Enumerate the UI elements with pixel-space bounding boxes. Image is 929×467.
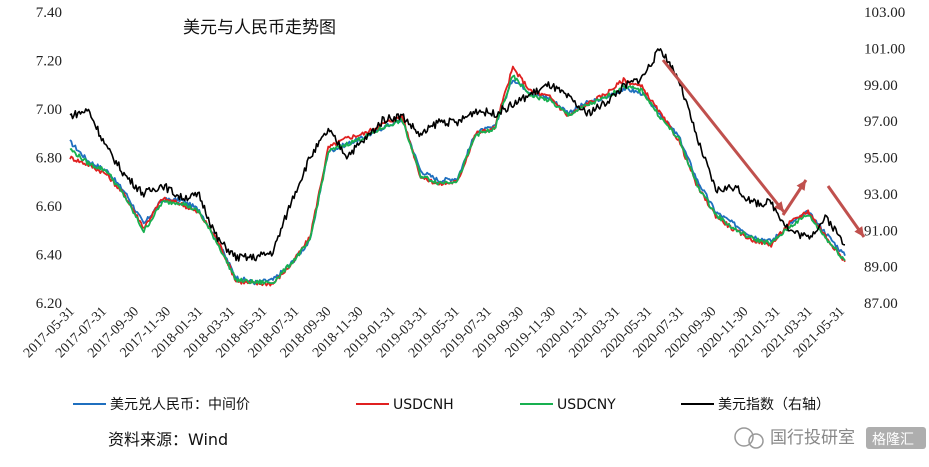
watermark-badge xyxy=(866,427,926,449)
legend-label: USDCNY xyxy=(557,397,616,413)
watermark-badge-text: 格隆汇 xyxy=(872,432,914,448)
wechat-icon xyxy=(734,427,754,447)
y-right-tick-label: 95.00 xyxy=(864,151,898,167)
legend-label: USDCNH xyxy=(393,397,454,413)
series-line xyxy=(69,48,846,262)
y-left-tick-label: 7.40 xyxy=(36,5,62,21)
trend-arrow-head xyxy=(796,180,806,191)
legend-label: 美元兑人民币：中间价 xyxy=(110,397,250,413)
y-axis-right-ticks: 87.00 89.00 91.00 93.00 95.00 97.00 99.00 101.0… xyxy=(864,5,905,312)
y-right-tick-label: 87.00 xyxy=(864,296,898,312)
trend-arrow xyxy=(661,59,786,213)
y-left-tick-label: 6.80 xyxy=(36,151,62,167)
y-right-tick-label: 93.00 xyxy=(864,187,898,203)
y-right-tick-label: 97.00 xyxy=(864,114,898,130)
series-line xyxy=(69,74,846,285)
y-left-tick-label: 7.20 xyxy=(36,54,62,70)
series-line xyxy=(69,65,846,287)
y-right-tick-label: 91.00 xyxy=(864,223,898,239)
chart-title: 美元与人民币走势图 xyxy=(183,18,336,38)
trend-arrows xyxy=(661,59,866,238)
y-left-tick-label: 6.60 xyxy=(36,199,62,215)
y-left-tick-label: 7.00 xyxy=(36,102,62,118)
watermark: 国行投研室 格隆汇 xyxy=(734,427,926,449)
y-right-tick-label: 101.00 xyxy=(864,41,905,57)
y-right-tick-label: 103.00 xyxy=(864,5,905,21)
y-right-tick-label: 89.00 xyxy=(864,260,898,276)
y-left-tick-label: 6.20 xyxy=(36,296,62,312)
source-note: 资料来源：Wind xyxy=(108,430,228,449)
y-axis-left-ticks: 6.20 6.40 6.60 6.80 7.00 7.20 7.40 xyxy=(36,5,62,312)
series-line xyxy=(69,79,846,286)
y-left-tick-label: 6.40 xyxy=(36,248,62,264)
legend: 美元兑人民币：中间价 USDCNH USDCNY 美元指数（右轴） xyxy=(73,397,830,413)
trend-arrow-head xyxy=(854,226,864,237)
y-right-tick-label: 99.00 xyxy=(864,78,898,94)
x-axis-ticks: 2017-05-312017-07-312017-09-302017-11-30… xyxy=(21,304,848,361)
watermark-text: 国行投研室 xyxy=(770,428,855,448)
legend-label: 美元指数（右轴） xyxy=(718,397,830,413)
series-lines xyxy=(69,48,846,287)
trend-arrow-head xyxy=(774,201,784,212)
trend-arrow xyxy=(826,185,866,238)
